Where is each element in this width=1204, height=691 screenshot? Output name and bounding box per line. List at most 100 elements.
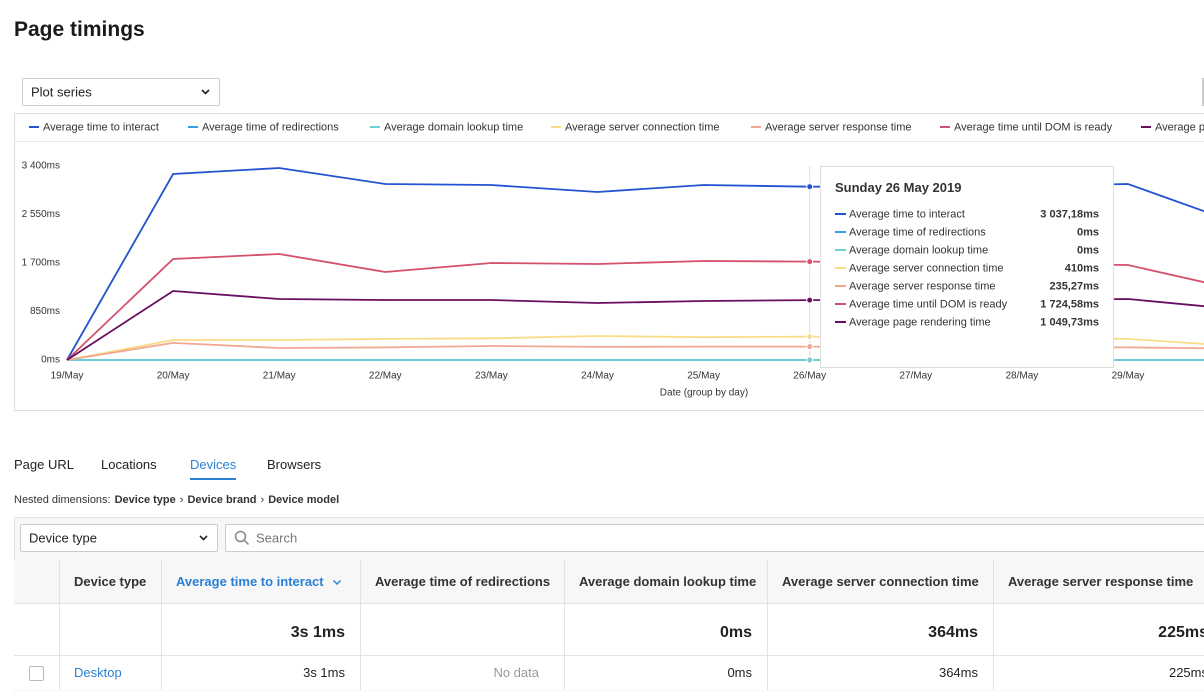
data-cell: 0ms (565, 656, 768, 690)
data-cell: No data (361, 656, 565, 690)
nested-label: Nested dimensions: (14, 494, 111, 506)
dropdown-label: Plot series (31, 85, 92, 100)
row-link[interactable]: Desktop (74, 665, 122, 680)
cell-value: No data (493, 665, 549, 680)
chart: Date (group by day) Average time to inte… (14, 113, 1204, 412)
cell-value: 0ms (727, 665, 752, 680)
hover-point (807, 334, 813, 340)
hover-point (807, 184, 813, 190)
y-tick-label: 2 550ms (22, 209, 60, 220)
cell-value: 3s 1ms (303, 665, 345, 680)
column-header[interactable]: Device type (74, 574, 146, 589)
x-tick-label: 22/May (369, 371, 402, 382)
page-title: Page timings (14, 18, 145, 42)
tab[interactable]: Devices (190, 457, 236, 480)
tooltip-value: 0ms (1077, 244, 1099, 256)
x-tick-label: 29/May (1112, 371, 1145, 382)
column-header[interactable]: Average server response time (1008, 574, 1193, 589)
tooltip-series: Average domain lookup time (849, 244, 988, 256)
totals-cell (14, 604, 60, 656)
legend-label: Average page rendering time (1155, 121, 1204, 133)
nested-dimensions: Nested dimensions:Device type›Device bra… (14, 494, 339, 506)
total-value: 364ms (928, 624, 978, 641)
hover-point (807, 357, 813, 363)
tooltip-series: Average time until DOM is ready (849, 298, 1008, 310)
tooltip-value: 1 049,73ms (1040, 316, 1099, 328)
separator: › (180, 494, 184, 506)
tooltip-series: Average time to interact (849, 208, 965, 220)
x-tick-label: 23/May (475, 371, 508, 382)
total-value: 0ms (720, 624, 752, 641)
header-cell: Average server connection time (768, 560, 994, 604)
x-tick-label: 26/May (793, 371, 826, 382)
data-cell: 364ms (768, 656, 994, 690)
x-tick-label: 19/May (51, 371, 84, 382)
search-icon (234, 530, 250, 546)
data-table: Device type Average time to interact Avera… (14, 560, 1204, 690)
dimension-dropdown[interactable]: Device type (20, 524, 218, 552)
tab[interactable]: Locations (101, 457, 157, 472)
tab[interactable]: Page URL (14, 457, 74, 472)
totals-cell (60, 604, 162, 656)
hover-point (807, 344, 813, 350)
y-tick-label: 0ms (41, 355, 60, 366)
header-cell: Average domain lookup time (565, 560, 768, 604)
legend-label: Average domain lookup time (384, 121, 523, 133)
data-cell: 3s 1ms (162, 656, 361, 690)
checkbox-cell (14, 656, 60, 690)
legend-label: Average time to interact (43, 121, 159, 133)
tooltip-series: Average page rendering time (849, 316, 991, 328)
x-tick-label: 25/May (687, 371, 720, 382)
tooltip-series: Average server connection time (849, 262, 1004, 274)
x-tick-label: 27/May (899, 371, 932, 382)
tooltip-series: Average time of redirections (849, 226, 986, 238)
legend-label: Average server response time (765, 121, 912, 133)
nested-item: Device type (115, 494, 176, 506)
row-checkbox[interactable] (29, 666, 44, 681)
cell-value: 364ms (939, 665, 978, 680)
header-cell: Average time of redirections (361, 560, 565, 604)
header-cell (14, 560, 60, 604)
x-tick-label: 28/May (1006, 371, 1039, 382)
header-cell: Average server response time (994, 560, 1204, 604)
x-axis-title: Date (group by day) (660, 388, 748, 399)
hover-point (807, 297, 813, 303)
x-tick-label: 21/May (263, 371, 296, 382)
cell-value: 225ms (1169, 665, 1204, 680)
hover-point (807, 259, 813, 265)
legend-label: Average server connection time (565, 121, 720, 133)
nested-item: Device model (268, 494, 339, 506)
dropdown-label: Device type (29, 531, 97, 546)
data-cell: 225ms (994, 656, 1204, 690)
chart-body: Date (group by day) Average time to inte… (14, 114, 1204, 411)
totals-cell: 225ms (994, 604, 1204, 656)
legend-label: Average time of redirections (202, 121, 339, 133)
search-box[interactable]: Search (225, 524, 1204, 552)
tab[interactable]: Browsers (267, 457, 321, 472)
x-tick-label: 20/May (157, 371, 190, 382)
y-tick-label: 1 700ms (22, 258, 60, 269)
data-cell: Desktop (60, 656, 162, 690)
sort-icon (332, 578, 342, 586)
header-cell: Average time to interact (162, 560, 361, 604)
tooltip-value: 0ms (1077, 226, 1099, 238)
totals-cell: 0ms (565, 604, 768, 656)
totals-cell: 3s 1ms (162, 604, 361, 656)
legend-label: Average time until DOM is ready (954, 121, 1113, 133)
y-tick-label: 3 400ms (22, 161, 60, 172)
column-header[interactable]: Average server connection time (782, 574, 979, 589)
column-header[interactable]: Average domain lookup time (579, 574, 756, 589)
column-header[interactable]: Average time to interact (176, 574, 324, 589)
column-header[interactable]: Average time of redirections (375, 574, 550, 589)
separator: › (261, 494, 265, 506)
search-placeholder: Search (256, 531, 297, 546)
tooltip-series: Average server response time (849, 280, 996, 292)
tooltip-value: 3 037,18ms (1040, 208, 1099, 220)
totals-cell (361, 604, 565, 656)
tooltip-value: 1 724,58ms (1040, 298, 1099, 310)
nested-item: Device brand (187, 494, 256, 506)
y-tick-label: 850ms (30, 306, 60, 317)
chevron (199, 534, 208, 542)
plot-series-dropdown[interactable]: Plot series (22, 78, 220, 106)
